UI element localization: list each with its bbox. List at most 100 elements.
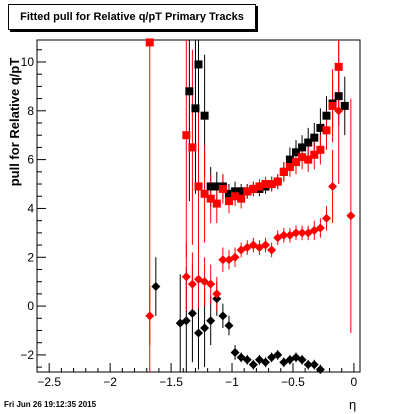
y-axis: −2 0 2 4 6 8 10 <box>20 49 46 368</box>
red-square-marker <box>255 182 264 191</box>
red-diamond-marker <box>224 255 234 265</box>
black-diamond-marker <box>242 355 252 365</box>
red-diamond-marker <box>267 245 277 255</box>
x-tick-label: −2.5 <box>37 375 61 389</box>
red-square-marker <box>200 189 209 198</box>
y-tick-label: −2 <box>20 348 34 362</box>
black-diamond-marker <box>309 360 319 370</box>
y-tick-label: 0 <box>27 299 34 313</box>
black-square-marker <box>292 148 301 157</box>
red-square-marker <box>224 197 233 206</box>
red-diamond-marker <box>212 289 222 299</box>
red-square-marker <box>273 177 282 186</box>
red-square-marker <box>261 180 270 189</box>
red-square-marker <box>231 192 240 201</box>
red-diamond-marker <box>346 211 356 221</box>
black-square-marker <box>310 133 319 142</box>
black-diamond-marker <box>206 316 216 326</box>
x-tick-label: −1.5 <box>159 375 183 389</box>
red-square-marker <box>334 62 343 71</box>
red-diamond-marker <box>321 213 331 223</box>
red-square-marker <box>310 150 319 159</box>
y-tick-label: 8 <box>27 104 34 118</box>
red-square-marker <box>267 180 276 189</box>
black-diamond-marker <box>303 360 313 370</box>
red-square-marker <box>292 158 301 167</box>
red-diamond-marker <box>291 228 301 238</box>
y-tick-label: 2 <box>27 250 34 264</box>
black-square-marker <box>194 60 203 69</box>
black-diamond-marker <box>224 321 234 331</box>
black-square-marker <box>340 101 349 110</box>
red-square-marker <box>188 143 197 152</box>
y-tick-label: 4 <box>27 201 34 215</box>
black-square-marker <box>206 182 215 191</box>
red-square-marker <box>194 182 203 191</box>
red-diamond-marker <box>328 181 338 191</box>
x-tick-label: −1 <box>225 375 239 389</box>
x-tick-label: −0.5 <box>281 375 305 389</box>
black-diamond-marker <box>181 316 191 326</box>
x-tick-label: −2 <box>103 375 117 389</box>
chart-title: Fitted pull for Relative q/pT Primary Tr… <box>8 4 256 30</box>
black-diamond-marker <box>187 308 197 318</box>
black-square-marker <box>304 138 313 147</box>
black-square-marker <box>224 189 233 198</box>
red-square-marker <box>249 184 258 193</box>
red-diamond-marker <box>279 230 289 240</box>
red-square-marker <box>304 155 313 164</box>
black-diamond-marker <box>297 355 307 365</box>
red-diamond-marker <box>297 228 307 238</box>
red-square-marker <box>182 131 191 140</box>
red-diamond-marker <box>315 223 325 233</box>
red-square-marker <box>218 184 227 193</box>
red-square-marker <box>237 194 246 203</box>
y-tick-label: 10 <box>21 55 35 69</box>
black-square-marker <box>334 92 343 101</box>
red-square-marker <box>279 167 288 176</box>
black-diamond-marker <box>273 350 283 360</box>
red-square-marker <box>243 187 252 196</box>
black-diamond-marker <box>315 365 325 375</box>
y-tick-label: 6 <box>27 153 34 167</box>
red-diamond-marker <box>261 240 271 250</box>
black-diamond-marker <box>212 294 222 304</box>
black-square-marker <box>285 155 294 164</box>
red-square-marker <box>285 162 294 171</box>
black-square-marker <box>298 143 307 152</box>
black-diamond-marker <box>218 311 228 321</box>
red-diamond-marker <box>181 272 191 282</box>
black-square-marker <box>185 87 194 96</box>
black-diamond-marker <box>230 347 240 357</box>
red-diamond-marker <box>334 106 344 116</box>
x-axis-label: η <box>349 397 357 412</box>
black-square-marker <box>200 111 209 120</box>
red-square-marker <box>316 145 325 154</box>
red-square-marker <box>328 101 337 110</box>
red-square-marker <box>206 194 215 203</box>
red-square-marker <box>212 199 221 208</box>
timestamp-footer: Fri Jun 26 19:12:35 2015 <box>4 400 97 409</box>
black-diamond-marker <box>151 282 161 292</box>
data-markers <box>145 38 356 375</box>
black-square-marker <box>322 111 331 120</box>
black-square-marker <box>231 187 240 196</box>
black-square-marker <box>237 187 246 196</box>
black-diamond-marker <box>200 323 210 333</box>
red-diamond-marker <box>206 279 216 289</box>
red-square-marker <box>322 126 331 135</box>
y-axis-label: pull for Relative q/pT <box>7 57 22 187</box>
black-diamond-marker <box>194 328 203 338</box>
red-diamond-marker <box>187 279 197 289</box>
red-square-marker <box>298 153 307 162</box>
red-diamond-marker <box>230 252 240 262</box>
black-square-marker <box>212 182 221 191</box>
x-tick-label: 0 <box>351 375 358 389</box>
x-axis: −2.5 −2 −1.5 −1 −0.5 0 <box>36 363 358 389</box>
red-square-marker <box>145 38 154 47</box>
red-diamond-marker <box>218 255 228 265</box>
black-diamond-marker <box>261 357 271 367</box>
black-square-marker <box>191 104 200 113</box>
black-square-marker <box>316 123 325 132</box>
